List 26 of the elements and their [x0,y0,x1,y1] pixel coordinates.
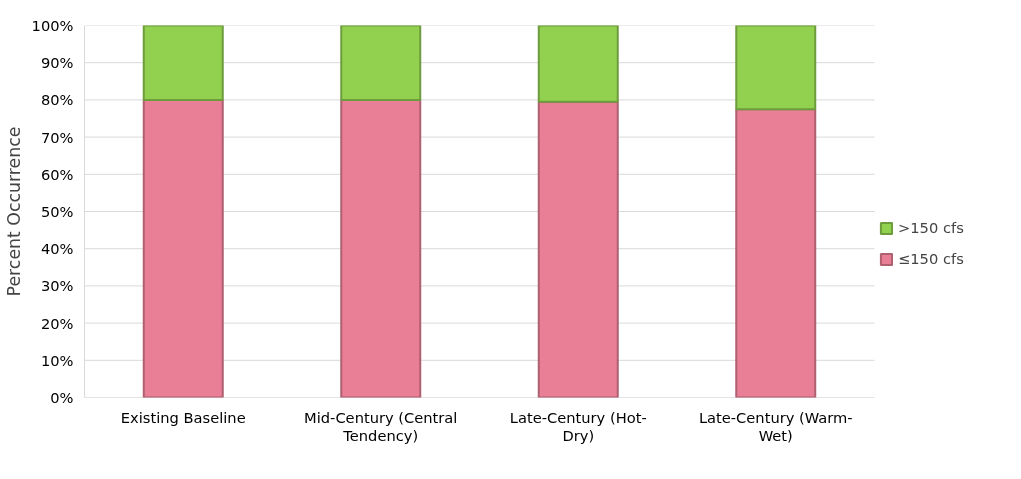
y-axis-title: Percent Occurrence [3,126,24,297]
x-tick-label: Existing Baseline [120,408,246,426]
y-tick-label: 0% [50,389,74,406]
y-tick-label: 50% [40,203,74,220]
bar [142,98,224,398]
bar [537,25,619,103]
y-tick-label: 100% [31,17,74,34]
legend-label: >150 cfs [898,219,964,236]
bar [537,100,619,398]
x-tick-label: Late-Century (Hot-Dry) [509,408,647,445]
y-tick-label: 30% [40,277,74,295]
bar [735,25,817,111]
legend-label: ≤150 cfs [898,250,964,267]
y-tick-label: 40% [40,240,74,258]
bar [142,25,224,101]
y-tick-label: 70% [40,128,74,146]
y-tick-label: 80% [40,91,74,109]
bar [340,25,422,101]
bar [340,98,422,398]
x-tick-label: Mid-Century (Central Tendency) [304,408,458,445]
y-tick-label: 10% [40,351,74,369]
bar [735,108,817,398]
y-tick-label: 90% [40,54,74,72]
y-tick-label: 20% [40,314,74,332]
y-tick-label: 60% [40,165,74,183]
x-tick-label: Late-Century (Warm-Wet) [698,408,853,445]
